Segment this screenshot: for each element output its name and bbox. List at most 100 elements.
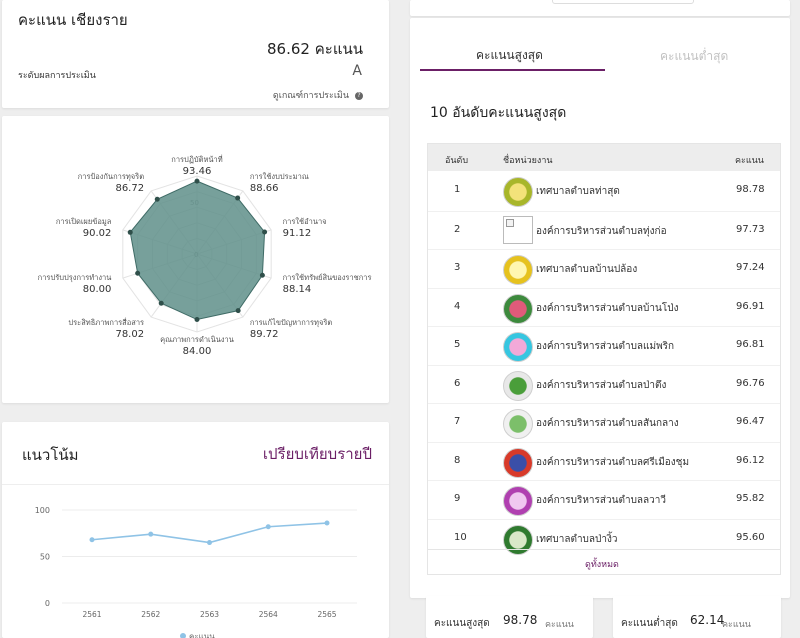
row-score: 95.60 bbox=[736, 531, 765, 543]
row-rank: 3 bbox=[454, 262, 461, 273]
row-score: 96.91 bbox=[736, 300, 765, 312]
trend-card: แนวโน้ม เปรียบเทียบรายปี 0 50 100 2561 2562 2… bbox=[2, 422, 389, 638]
trend-point[interactable] bbox=[148, 531, 154, 537]
radar-point[interactable] bbox=[235, 195, 241, 201]
trend-point[interactable] bbox=[324, 520, 330, 526]
max-score-value: 98.78 bbox=[503, 613, 538, 627]
row-name[interactable]: องค์การบริหารส่วนตำบลทุ่งก่อ bbox=[536, 225, 667, 237]
criteria-link-label: ดูเกณฑ์การประเมิน bbox=[272, 91, 349, 101]
radar-axis-label: การใช้ทรัพย์สินของราชการ 88.14 bbox=[283, 273, 372, 295]
table-row[interactable]: 1 เทศบาลตำบลท่าสุด 98.78 bbox=[428, 172, 780, 210]
radar-axis-name: การปฏิบัติหน้าที่ bbox=[171, 154, 222, 164]
radar-chart: 050การปฏิบัติหน้าที่93.46การใช้งบประมาณ8… bbox=[38, 154, 372, 357]
legend-label: คะแนน bbox=[189, 632, 215, 638]
trend-xtick-label: 2561 bbox=[82, 610, 101, 619]
row-score: 96.47 bbox=[736, 416, 765, 427]
radar-point[interactable] bbox=[194, 317, 200, 323]
radar-point[interactable] bbox=[259, 272, 265, 278]
view-all-link[interactable]: ดูทั้งหมด bbox=[585, 560, 619, 570]
row-score: 96.81 bbox=[736, 339, 765, 350]
top10-title: 10 อันดับคะแนนสูงสุด bbox=[430, 105, 567, 121]
radar-point[interactable] bbox=[127, 229, 133, 235]
row-rank: 6 bbox=[454, 377, 461, 389]
seal-icon bbox=[503, 370, 533, 401]
radar-point[interactable] bbox=[262, 229, 268, 235]
seal-icon bbox=[503, 447, 533, 478]
radar-point[interactable] bbox=[158, 300, 164, 306]
trend-series-line bbox=[91, 522, 328, 544]
seal-icon bbox=[503, 177, 533, 207]
ranking-table: อันดับ ชื่อหน่วยงาน คะแนน 1 เทศบาลตำบลท่า… bbox=[427, 143, 781, 575]
radar-axis-label: ประสิทธิภาพการสื่อสาร 78.02 bbox=[68, 317, 144, 340]
score-card: คะแนน เชียงราย 86.62 คะแนน ระดับผลการประ… bbox=[2, 0, 389, 108]
row-score: 96.12 bbox=[736, 454, 765, 466]
level-label: ระดับผลการประเมิน bbox=[18, 71, 96, 81]
radar-axis-label: การปรับปรุงการทำงาน 80.00 bbox=[38, 273, 112, 295]
min-score-card: คะแนนต่ำสุด 62.14 คะแนน bbox=[613, 596, 781, 638]
row-name[interactable]: เทศบาลตำบลบ้านปล้อง bbox=[536, 264, 638, 275]
radar-axis-label: การแก้ไขปัญหาการทุจริต 89.72 bbox=[250, 318, 333, 340]
radar-card: 050การปฏิบัติหน้าที่93.46การใช้งบประมาณ8… bbox=[2, 116, 389, 403]
radar-axis-value: 88.14 bbox=[283, 284, 312, 295]
row-score: 95.82 bbox=[736, 493, 765, 504]
min-score-value: 62.14 bbox=[690, 613, 725, 627]
table-row[interactable]: 5 องค์การบริหารส่วนตำบลแม่พริก 96.81 bbox=[428, 326, 780, 364]
level-value: A bbox=[352, 63, 362, 79]
table-row[interactable]: 7 องค์การบริหารส่วนตำบลสันกลาง 96.47 bbox=[428, 403, 780, 441]
radar-axis-label: การเปิดเผยข้อมูล 90.02 bbox=[56, 217, 112, 239]
trend-ytick-label: 100 bbox=[35, 506, 50, 515]
table-row[interactable]: 6 องค์การบริหารส่วนตำบลป่าตึง 96.76 bbox=[428, 364, 780, 403]
table-row[interactable]: 10 เทศบาลตำบลป่างิ้ว 95.60 bbox=[428, 518, 780, 557]
radar-axis-value: 93.46 bbox=[183, 166, 212, 177]
radar-axis-value: 78.02 bbox=[115, 329, 144, 340]
table-row[interactable]: 4 องค์การบริหารส่วนตำบลบ้านโป่ง 96.91 bbox=[428, 287, 780, 326]
table-row[interactable]: 8 องค์การบริหารส่วนตำบลศรีเมืองชุม 96.12 bbox=[428, 441, 780, 480]
year-select[interactable] bbox=[552, 0, 694, 4]
trend-point[interactable] bbox=[89, 537, 95, 543]
radar-axis-name: การปรับปรุงการทำงาน bbox=[38, 273, 112, 282]
radar-point[interactable] bbox=[135, 270, 141, 276]
table-row[interactable]: 9 องค์การบริหารส่วนตำบลลวาวี 95.82 bbox=[428, 480, 780, 518]
row-score: 97.73 bbox=[736, 223, 765, 235]
row-rank: 2 bbox=[454, 223, 461, 235]
col-score: คะแนน bbox=[735, 156, 764, 166]
row-rank: 10 bbox=[454, 531, 467, 543]
row-name[interactable]: องค์การบริหารส่วนตำบลลวาวี bbox=[536, 495, 667, 506]
radar-axis-value: 89.72 bbox=[250, 329, 279, 340]
trend-point[interactable] bbox=[207, 540, 212, 546]
row-rank: 9 bbox=[454, 493, 461, 504]
row-name[interactable]: องค์การบริหารส่วนตำบลศรีเมืองชุม bbox=[536, 456, 690, 468]
row-name[interactable]: เทศบาลตำบลท่าสุด bbox=[536, 186, 620, 197]
radar-axis-value: 90.02 bbox=[83, 228, 112, 239]
legend-swatch bbox=[180, 633, 186, 638]
compare-yearly-link[interactable]: เปรียบเทียบรายปี bbox=[262, 445, 372, 463]
row-name[interactable]: เทศบาลตำบลป่างิ้ว bbox=[536, 533, 618, 545]
radar-point[interactable] bbox=[154, 196, 160, 202]
trend-point[interactable] bbox=[265, 524, 271, 530]
row-name[interactable]: องค์การบริหารส่วนตำบลบ้านโป่ง bbox=[536, 302, 679, 314]
image-placeholder-icon bbox=[506, 218, 514, 227]
radar-point[interactable] bbox=[235, 308, 241, 314]
criteria-link[interactable]: ดูเกณฑ์การประเมิน? bbox=[273, 88, 363, 102]
broken-image-icon bbox=[503, 215, 533, 244]
row-name[interactable]: องค์การบริหารส่วนตำบลสันกลาง bbox=[536, 418, 679, 429]
seal-icon bbox=[503, 409, 533, 439]
table-header: อันดับ ชื่อหน่วยงาน คะแนน bbox=[428, 144, 780, 171]
trend-ytick-label: 50 bbox=[40, 553, 50, 562]
row-name[interactable]: องค์การบริหารส่วนตำบลแม่พริก bbox=[536, 341, 675, 352]
score-card-title: คะแนน เชียงราย bbox=[18, 11, 128, 29]
tab-top-score[interactable]: คะแนนสูงสุด bbox=[476, 48, 543, 62]
seal-icon bbox=[503, 293, 533, 324]
radar-axis-name: การแก้ไขปัญหาการทุจริต bbox=[250, 318, 333, 327]
table-row[interactable]: 3 เทศบาลตำบลบ้านปล้อง 97.24 bbox=[428, 249, 780, 287]
radar-axis-name: การใช้งบประมาณ bbox=[250, 172, 309, 181]
table-row[interactable]: 2 องค์การบริหารส่วนตำบลทุ่งก่อ 97.73 bbox=[428, 210, 780, 249]
tab-low-score[interactable]: คะแนนต่ำสุด bbox=[660, 49, 729, 63]
radar-area bbox=[129, 180, 266, 321]
radar-point[interactable] bbox=[194, 178, 200, 184]
row-rank: 4 bbox=[454, 300, 461, 312]
trend-divider bbox=[2, 484, 389, 485]
radar-axis-value: 91.12 bbox=[283, 228, 312, 239]
radar-axis-name: การใช้อำนาจ bbox=[283, 217, 327, 226]
row-name[interactable]: องค์การบริหารส่วนตำบลป่าตึง bbox=[536, 379, 667, 391]
